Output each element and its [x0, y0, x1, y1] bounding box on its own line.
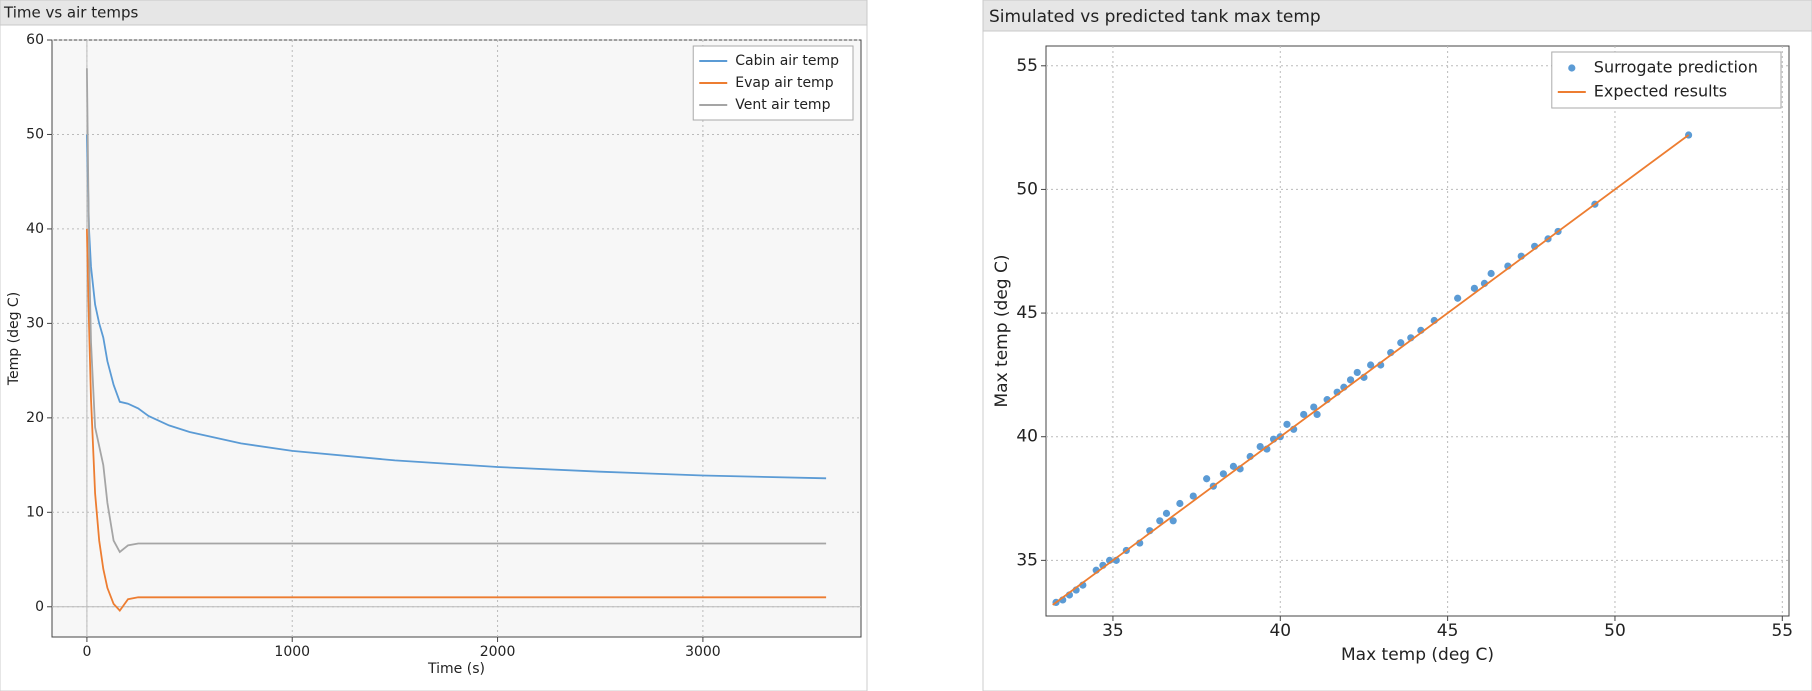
y-tick-label: 0: [35, 599, 44, 615]
x-axis-label: Max temp (deg C): [1341, 645, 1494, 665]
panel-header: [0, 0, 868, 26]
plot-area: [51, 39, 862, 638]
y-axis-label: Temp (deg C): [6, 292, 22, 386]
scatter-point: [1310, 403, 1318, 411]
y-tick-label: 60: [26, 32, 44, 48]
x-tick-label: 45: [1437, 621, 1459, 641]
legend: [1551, 51, 1782, 109]
x-tick-label: 40: [1269, 621, 1291, 641]
x-tick-label: 35: [1102, 621, 1124, 641]
y-tick-label: 40: [1016, 427, 1038, 447]
x-tick-label: 3000: [685, 644, 721, 660]
series-line: [86, 228, 827, 613]
y-tick-label: 30: [26, 315, 44, 331]
scatter-point: [1189, 492, 1197, 500]
scatter-point: [1176, 499, 1184, 508]
scatter-point: [1454, 294, 1462, 302]
scatter-point: [1313, 410, 1321, 419]
scatter-point: [1397, 339, 1405, 347]
panel-header: [982, 0, 1812, 32]
series-line: [86, 134, 827, 480]
series-line: [1052, 134, 1690, 606]
x-tick-label: 2000: [480, 644, 516, 660]
scatter-point: [1256, 443, 1264, 451]
y-tick-label: 45: [1016, 303, 1038, 323]
legend-label: Expected results: [1594, 82, 1727, 101]
scatter-point: [1346, 376, 1355, 384]
x-tick-label: 0: [82, 644, 91, 660]
panel-title: Time vs air temps: [3, 4, 138, 22]
y-tick-label: 50: [26, 126, 44, 142]
legend-label: Surrogate prediction: [1594, 58, 1758, 77]
x-axis-label: Time (s): [427, 661, 485, 677]
y-tick-label: 20: [26, 410, 44, 426]
scatter-point: [1203, 475, 1211, 483]
scatter-point: [1156, 517, 1164, 525]
scatter-point: [1229, 462, 1238, 470]
scatter-point: [1487, 269, 1495, 278]
x-tick-label: 55: [1771, 621, 1793, 641]
series-line: [86, 68, 827, 554]
y-axis-label: Max temp (deg C): [992, 254, 1012, 407]
x-tick-label: 1000: [274, 644, 310, 660]
scatter-point: [1470, 284, 1478, 292]
legend-label: Vent air temp: [735, 97, 830, 113]
x-tick-label: 50: [1604, 621, 1626, 641]
y-tick-label: 55: [1016, 56, 1038, 76]
y-tick-label: 10: [26, 504, 44, 520]
scatter-point: [1162, 509, 1171, 517]
scatter-point: [1367, 361, 1375, 369]
y-tick-label: 35: [1016, 550, 1038, 570]
legend-swatch: [1568, 64, 1576, 72]
y-tick-label: 50: [1016, 179, 1038, 199]
scatter-point: [1353, 368, 1361, 377]
y-tick-label: 40: [26, 221, 44, 237]
legend-label: Cabin air temp: [735, 53, 839, 69]
panel-title: Simulated vs predicted tank max temp: [989, 7, 1321, 27]
scatter-point: [1283, 420, 1291, 428]
scatter-point: [1219, 470, 1227, 478]
scatter-point: [1300, 410, 1308, 419]
legend-label: Evap air temp: [735, 75, 833, 91]
scatter-point: [1169, 517, 1177, 525]
